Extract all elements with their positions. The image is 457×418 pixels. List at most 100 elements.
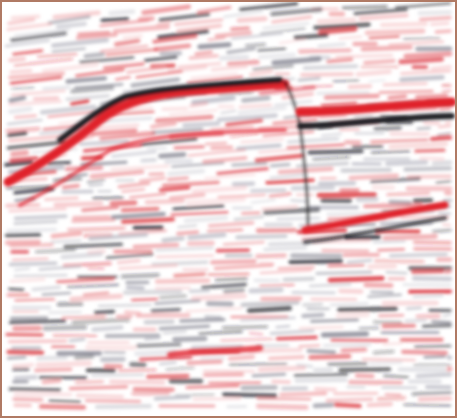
reflection-streak xyxy=(406,320,425,321)
reflection-streak xyxy=(319,20,355,22)
reflection-streak xyxy=(45,327,85,328)
reflection-streak xyxy=(404,285,450,286)
reflection-streak xyxy=(8,230,55,231)
reflection-streak xyxy=(7,235,39,236)
reflection-streak xyxy=(8,357,25,358)
reflection-streak xyxy=(123,275,158,276)
reflection-streak xyxy=(74,217,109,218)
reflection-streak xyxy=(251,290,281,291)
reflection-streak xyxy=(291,261,341,262)
reflection-streak xyxy=(259,406,307,407)
reflection-streak xyxy=(279,267,314,268)
reflection-streak xyxy=(150,174,163,175)
reflection-streak xyxy=(260,368,304,370)
reflection-streak xyxy=(259,49,285,51)
reflection-streak xyxy=(63,192,92,193)
reflection-streak xyxy=(300,50,350,51)
reflection-streak xyxy=(328,59,351,61)
reflection-streak xyxy=(443,224,450,225)
reflection-streak xyxy=(343,170,390,171)
reflection-streak xyxy=(434,230,450,232)
reflection-streak xyxy=(404,38,440,39)
reflection-streak xyxy=(404,405,450,406)
reflection-streak xyxy=(281,393,325,394)
reflection-streak xyxy=(63,317,105,318)
reflection-streak xyxy=(38,363,90,365)
reflection-streak xyxy=(379,315,403,316)
reflection-streak xyxy=(157,256,213,257)
reflection-streak xyxy=(7,242,38,243)
reflection-streak xyxy=(439,213,450,214)
reflection-streak xyxy=(310,151,362,152)
reflection-streak xyxy=(119,370,155,371)
reflection-streak xyxy=(401,77,442,79)
reflection-streak xyxy=(142,160,155,161)
reflection-streak xyxy=(415,242,450,243)
reflection-streak xyxy=(300,345,320,346)
reflection-streak xyxy=(166,161,191,162)
reflection-streak xyxy=(161,296,185,298)
reflection-streak xyxy=(15,275,67,276)
reflection-streak xyxy=(326,96,378,98)
reflection-streak xyxy=(417,96,446,97)
reflection-streak xyxy=(123,209,158,211)
reflection-streak xyxy=(311,320,357,322)
reflection-streak xyxy=(318,92,368,93)
reflection-streak xyxy=(261,55,294,57)
reflection-streak xyxy=(10,341,66,342)
reflection-streak xyxy=(189,362,221,363)
reflection-streak xyxy=(296,35,327,37)
reflection-streak xyxy=(414,296,443,297)
reflection-streak xyxy=(296,380,345,381)
reflection-streak xyxy=(36,369,71,370)
reflection-streak xyxy=(148,376,187,377)
reflection-streak xyxy=(212,261,254,262)
reflection-streak xyxy=(205,374,242,375)
reflection-streak xyxy=(64,186,78,188)
reflection-streak xyxy=(351,176,397,178)
reflection-streak xyxy=(372,140,427,142)
reflection-streak xyxy=(175,147,203,148)
reflection-streak xyxy=(191,103,206,106)
reflection-streak xyxy=(250,333,262,334)
reflection-streak xyxy=(37,250,75,252)
reflection-streak xyxy=(420,12,450,13)
reflection-streak xyxy=(384,326,414,327)
reflection-streak xyxy=(391,144,447,147)
reflection-streak xyxy=(278,218,319,219)
reflection-streak xyxy=(405,168,450,169)
reflection-streak xyxy=(406,54,450,56)
reflection-streak xyxy=(337,55,392,57)
reflection-streak xyxy=(341,291,361,292)
reflection-streak xyxy=(146,338,160,339)
reflection-streak xyxy=(323,134,341,136)
reflection-streak xyxy=(99,305,151,306)
reflection-streak xyxy=(369,404,391,405)
reflection-streak xyxy=(414,271,443,272)
reflection-streak xyxy=(11,245,52,246)
reflection-streak xyxy=(212,147,231,148)
reflection-streak xyxy=(425,122,438,123)
reflection-streak xyxy=(14,365,32,366)
reflection-streak xyxy=(96,312,113,313)
reflection-streak xyxy=(140,19,153,20)
reflection-streak xyxy=(433,322,450,323)
reflection-streak xyxy=(375,351,393,353)
reflection-streak xyxy=(252,190,285,191)
reflection-streak xyxy=(418,128,430,129)
reflection-streak xyxy=(234,184,253,185)
reflection-streak xyxy=(420,399,450,400)
reflection-streak xyxy=(13,153,27,155)
reflection-streak xyxy=(135,389,173,390)
reflection-streak xyxy=(218,250,249,251)
reflection-streak xyxy=(251,72,271,75)
reflection-streak xyxy=(300,327,342,328)
reflection-streak xyxy=(438,134,450,136)
reflection-streak xyxy=(123,219,173,221)
reflection-streak xyxy=(416,150,444,151)
reflection-streak xyxy=(202,358,223,359)
reflection-streak xyxy=(243,388,276,389)
reflection-streak xyxy=(273,382,289,383)
reflection-streak xyxy=(15,269,29,271)
reflection-streak xyxy=(46,198,78,200)
